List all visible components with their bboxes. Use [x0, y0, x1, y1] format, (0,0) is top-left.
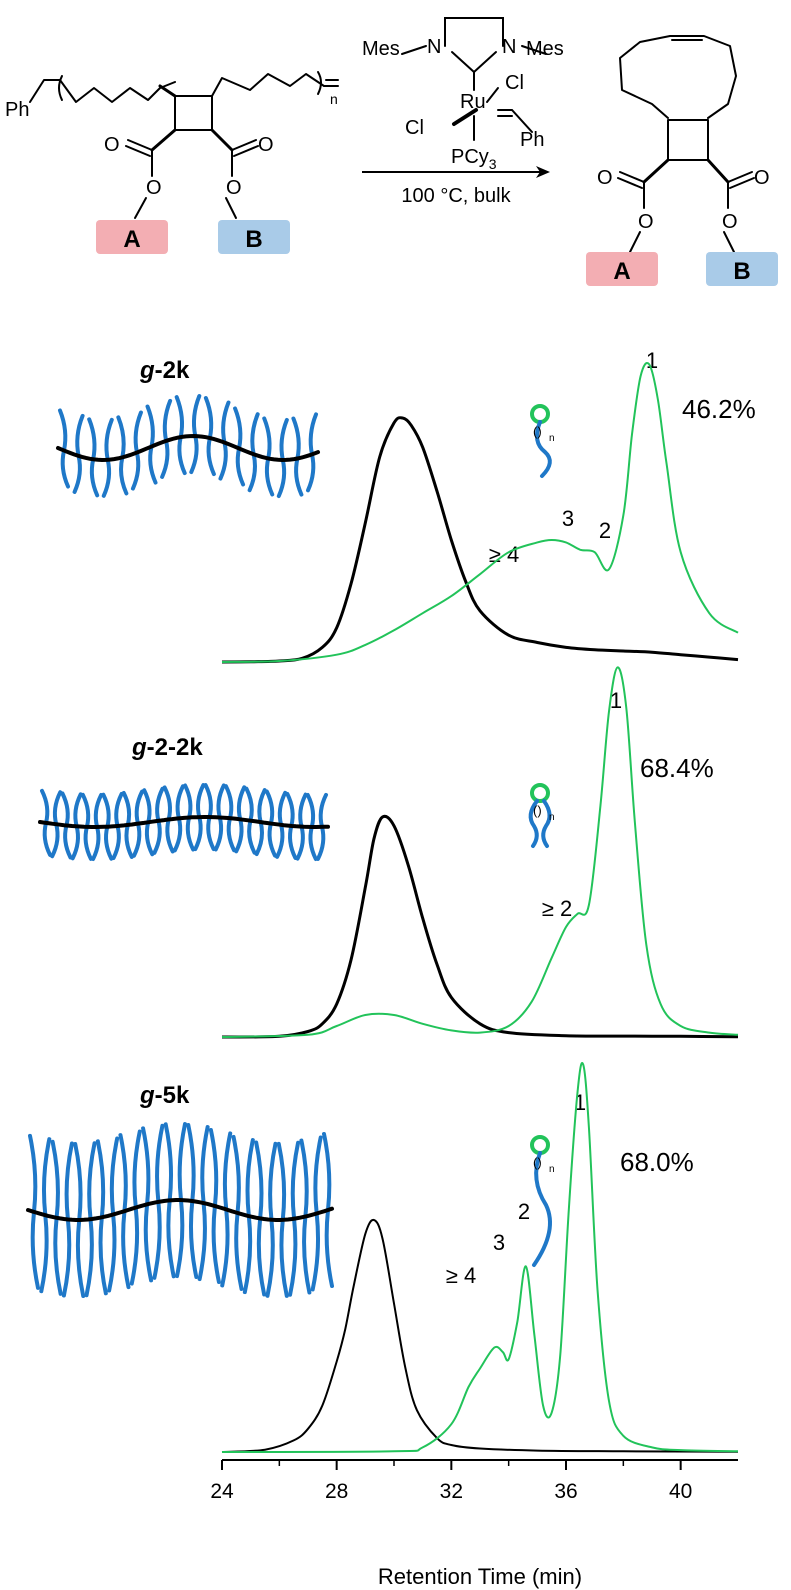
- ph-catalyst-label: Ph: [520, 129, 544, 151]
- cl-left-label: Cl: [405, 117, 424, 139]
- bottlebrush-cartoon-g-2k: [56, 394, 320, 498]
- panel-3-name: g-5k: [139, 1082, 190, 1109]
- macrocycle-cartoon-2: () n: [528, 783, 555, 848]
- box-B-product: [706, 252, 778, 286]
- macrocycle-product: [617, 35, 755, 253]
- label-A-product: A: [613, 258, 630, 285]
- x-axis-ticks: 24 28 32 36 40: [210, 1460, 692, 1503]
- cyclobutane-reactant: [174, 95, 213, 131]
- label-B-reactant: B: [245, 226, 262, 253]
- polymer-backbone: [26, 1198, 334, 1222]
- panel-2-peak-2: ≥ 2: [542, 896, 572, 921]
- svg-text:O: O: [754, 167, 770, 189]
- catalyst-structure: [401, 17, 547, 141]
- svg-text:O: O: [226, 177, 242, 199]
- conditions-label: 100 °C, bulk: [401, 185, 511, 207]
- svg-text:(): (): [533, 424, 542, 439]
- pcy3-label: PCy3: [451, 146, 497, 172]
- panel-2-macrocycle-trace: [221, 666, 739, 1038]
- reaction-scheme: Ph n O O O O: [5, 71, 339, 219]
- panel-2-peak-1: 1: [610, 688, 622, 713]
- polymer-backbone: [38, 815, 330, 829]
- svg-text:O: O: [597, 167, 613, 189]
- bottlebrush-cartoon-g-5k: [26, 1122, 334, 1298]
- panel-1-name: g-2k: [139, 357, 190, 384]
- svg-text:O: O: [722, 211, 738, 233]
- box-A-reactant: [96, 220, 168, 254]
- svg-text:O: O: [104, 134, 120, 156]
- panel-1-peak-3: 3: [562, 506, 574, 531]
- label-A-reactant: A: [123, 226, 140, 253]
- x-tick-label-24: 24: [210, 1480, 234, 1503]
- svg-text:N: N: [427, 36, 441, 58]
- x-tick-label-40: 40: [669, 1480, 692, 1503]
- n-subscript: n: [330, 91, 338, 107]
- panel-3-macrocycle-trace: [221, 1062, 739, 1453]
- mes-left-label: Mes: [362, 38, 400, 60]
- svg-text:n: n: [549, 812, 555, 823]
- panel-1-percent: 46.2%: [682, 394, 756, 424]
- svg-text:n: n: [549, 1164, 555, 1175]
- svg-text:O: O: [146, 177, 162, 199]
- ph-label: Ph: [5, 99, 29, 121]
- panel-3-peak-3: 3: [493, 1230, 505, 1255]
- mes-right-label: Mes: [526, 38, 564, 60]
- chromatogram-chart: [221, 362, 739, 1453]
- x-tick-label-36: 36: [554, 1480, 577, 1503]
- polymer-backbone: [56, 433, 320, 463]
- box-B-reactant: [218, 220, 290, 254]
- panel-1-peak-2: 2: [599, 518, 611, 543]
- polymer-backbone-left: [29, 79, 176, 103]
- panel-1-peak-1: 1: [646, 348, 658, 373]
- panel-2-polymer-trace: [221, 814, 739, 1039]
- svg-text:(): (): [533, 803, 542, 818]
- bottlebrush-cartoon-g-2-2k: [38, 783, 330, 861]
- panel-1-polymer-trace: [221, 416, 739, 664]
- panel-3-peak-4: ≥ 4: [446, 1263, 476, 1288]
- svg-text:O: O: [638, 211, 654, 233]
- svg-text:N: N: [502, 36, 516, 58]
- svg-text:O: O: [258, 134, 274, 156]
- x-tick-label-28: 28: [325, 1480, 348, 1503]
- macrocycle-cartoon-3: () n: [530, 1135, 555, 1267]
- label-B-product: B: [733, 258, 750, 285]
- ru-label: Ru: [460, 91, 486, 113]
- panel-3-polymer-trace: [221, 1218, 739, 1453]
- panel-2-name: g-2-2k: [131, 734, 203, 761]
- panel-2-percent: 68.4%: [640, 753, 714, 783]
- svg-text:n: n: [549, 433, 555, 444]
- box-A-product: [586, 252, 658, 286]
- panel-1-macrocycle-trace: [221, 362, 739, 663]
- cl-top-label: Cl: [505, 72, 524, 94]
- x-tick-label-32: 32: [440, 1480, 463, 1503]
- panel-3-peak-2: 2: [518, 1199, 530, 1224]
- panel-3-percent: 68.0%: [620, 1147, 694, 1177]
- svg-text:(): (): [533, 1155, 542, 1170]
- x-axis-label: Retention Time (min): [378, 1564, 582, 1589]
- macrocycle-cartoon-1: () n: [530, 404, 555, 478]
